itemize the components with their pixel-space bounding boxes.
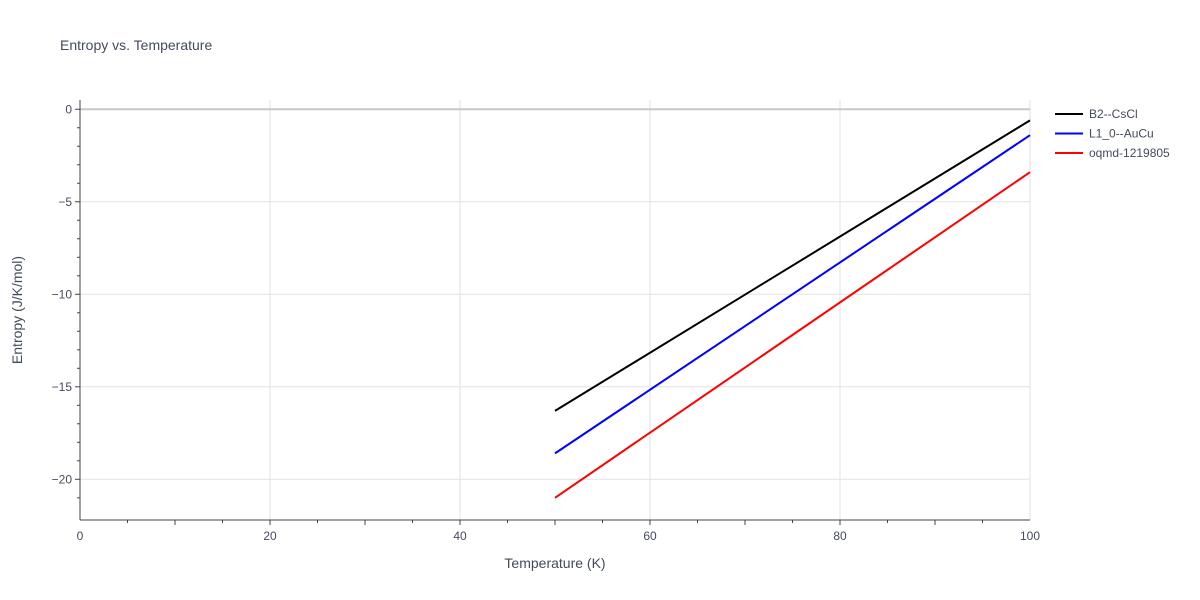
series-line-oqmd-1219805 — [554, 171, 1031, 499]
legend-label: L1_0--AuCu — [1089, 127, 1154, 141]
y-tick-label: −5 — [58, 195, 72, 209]
legend-item[interactable]: oqmd-1219805 — [1055, 146, 1170, 160]
x-axis-title: Temperature (K) — [504, 555, 605, 571]
x-tick-label: 20 — [263, 529, 277, 543]
x-tick-label: 100 — [1020, 529, 1040, 543]
axes: 0 20 40 60 80 100 0 −5 −10 −15 −20 — [52, 100, 1040, 543]
legend-item[interactable]: B2--CsCl — [1055, 107, 1138, 121]
y-tick-label: −10 — [52, 287, 73, 301]
legend-label: B2--CsCl — [1089, 107, 1138, 121]
x-tick-label: 60 — [643, 529, 657, 543]
y-tick-label: 0 — [65, 102, 72, 116]
series-line-B2--CsCl — [554, 119, 1031, 412]
series-line-L1_0--AuCu — [554, 134, 1031, 455]
x-tick-label: 0 — [77, 529, 84, 543]
legend[interactable]: B2--CsCl L1_0--AuCu oqmd-1219805 — [1055, 107, 1170, 160]
x-tick-label: 40 — [453, 529, 467, 543]
legend-label: oqmd-1219805 — [1089, 146, 1170, 160]
legend-item[interactable]: L1_0--AuCu — [1055, 127, 1154, 141]
y-tick-label: −15 — [52, 380, 73, 394]
y-axis-title: Entropy (J/K/mol) — [9, 256, 25, 364]
y-tick-label: −20 — [52, 472, 73, 486]
chart-title: Entropy vs. Temperature — [60, 37, 212, 53]
plot-area — [554, 119, 1031, 499]
x-tick-label: 80 — [833, 529, 847, 543]
grid-lines — [80, 100, 1031, 520]
